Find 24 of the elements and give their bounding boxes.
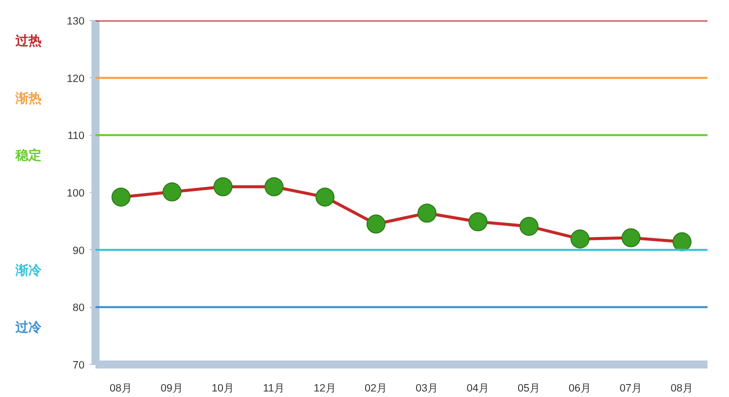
x-tick-label: 12月: [314, 382, 336, 394]
ref-line-label: 稳定: [14, 148, 42, 163]
y-tick-label: 100: [66, 188, 85, 200]
x-tick-label: 09月: [160, 382, 184, 394]
x-tick-label: 02月: [364, 382, 388, 394]
x-tick-label: 06月: [568, 382, 592, 394]
ref-line-label: 过冷: [14, 320, 42, 335]
y-tick-label: 110: [68, 130, 85, 142]
x-tick-label: 11月: [262, 382, 286, 394]
ref-line-label: 渐冷: [14, 262, 42, 278]
ref-line-label: 渐热: [14, 90, 42, 106]
ref-line-label: 过热: [14, 33, 42, 48]
y-tick-label: 130: [66, 16, 85, 28]
x-tick-label: 03月: [416, 382, 438, 394]
x-tick-label: 05月: [518, 382, 540, 394]
y-tick-label: 70: [72, 360, 85, 372]
x-tick-label: 07月: [620, 382, 642, 394]
y-tick-label: 90: [72, 244, 85, 257]
y-tick-label: 120: [66, 72, 85, 85]
x-tick-label: 08月: [670, 382, 694, 394]
x-tick-label: 10月: [212, 382, 234, 394]
y-tick-label: 80: [72, 302, 85, 314]
x-tick-label: 04月: [466, 382, 490, 394]
x-tick-label: 08月: [110, 382, 132, 394]
